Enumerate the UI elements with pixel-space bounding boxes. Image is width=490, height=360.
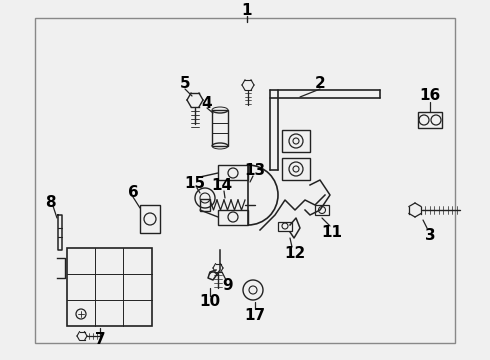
Text: 12: 12 [284, 246, 306, 261]
Text: 14: 14 [212, 177, 233, 193]
Circle shape [293, 166, 299, 172]
Text: 13: 13 [245, 162, 266, 177]
Text: 7: 7 [95, 333, 105, 347]
Text: 6: 6 [127, 185, 138, 199]
Bar [200, 199, 210, 211]
Bar [140, 205, 160, 233]
Bar [315, 205, 329, 215]
Bar [282, 158, 310, 180]
Bar [67, 248, 152, 326]
Text: 17: 17 [245, 307, 266, 323]
Bar [212, 110, 228, 146]
Bar [278, 222, 292, 231]
Bar [282, 130, 310, 152]
Text: 2: 2 [315, 76, 325, 90]
Bar [218, 165, 248, 180]
Bar [218, 210, 248, 225]
Text: 4: 4 [202, 95, 212, 111]
Text: 3: 3 [425, 228, 435, 243]
Text: 16: 16 [419, 87, 441, 103]
Text: 9: 9 [222, 278, 233, 292]
Circle shape [293, 138, 299, 144]
Text: 10: 10 [199, 294, 220, 310]
Text: 5: 5 [180, 76, 190, 90]
Text: 11: 11 [321, 225, 343, 239]
Text: 15: 15 [184, 176, 206, 190]
Text: 1: 1 [242, 3, 252, 18]
Bar [418, 112, 442, 128]
Bar [35, 18, 455, 343]
Text: 8: 8 [45, 194, 55, 210]
